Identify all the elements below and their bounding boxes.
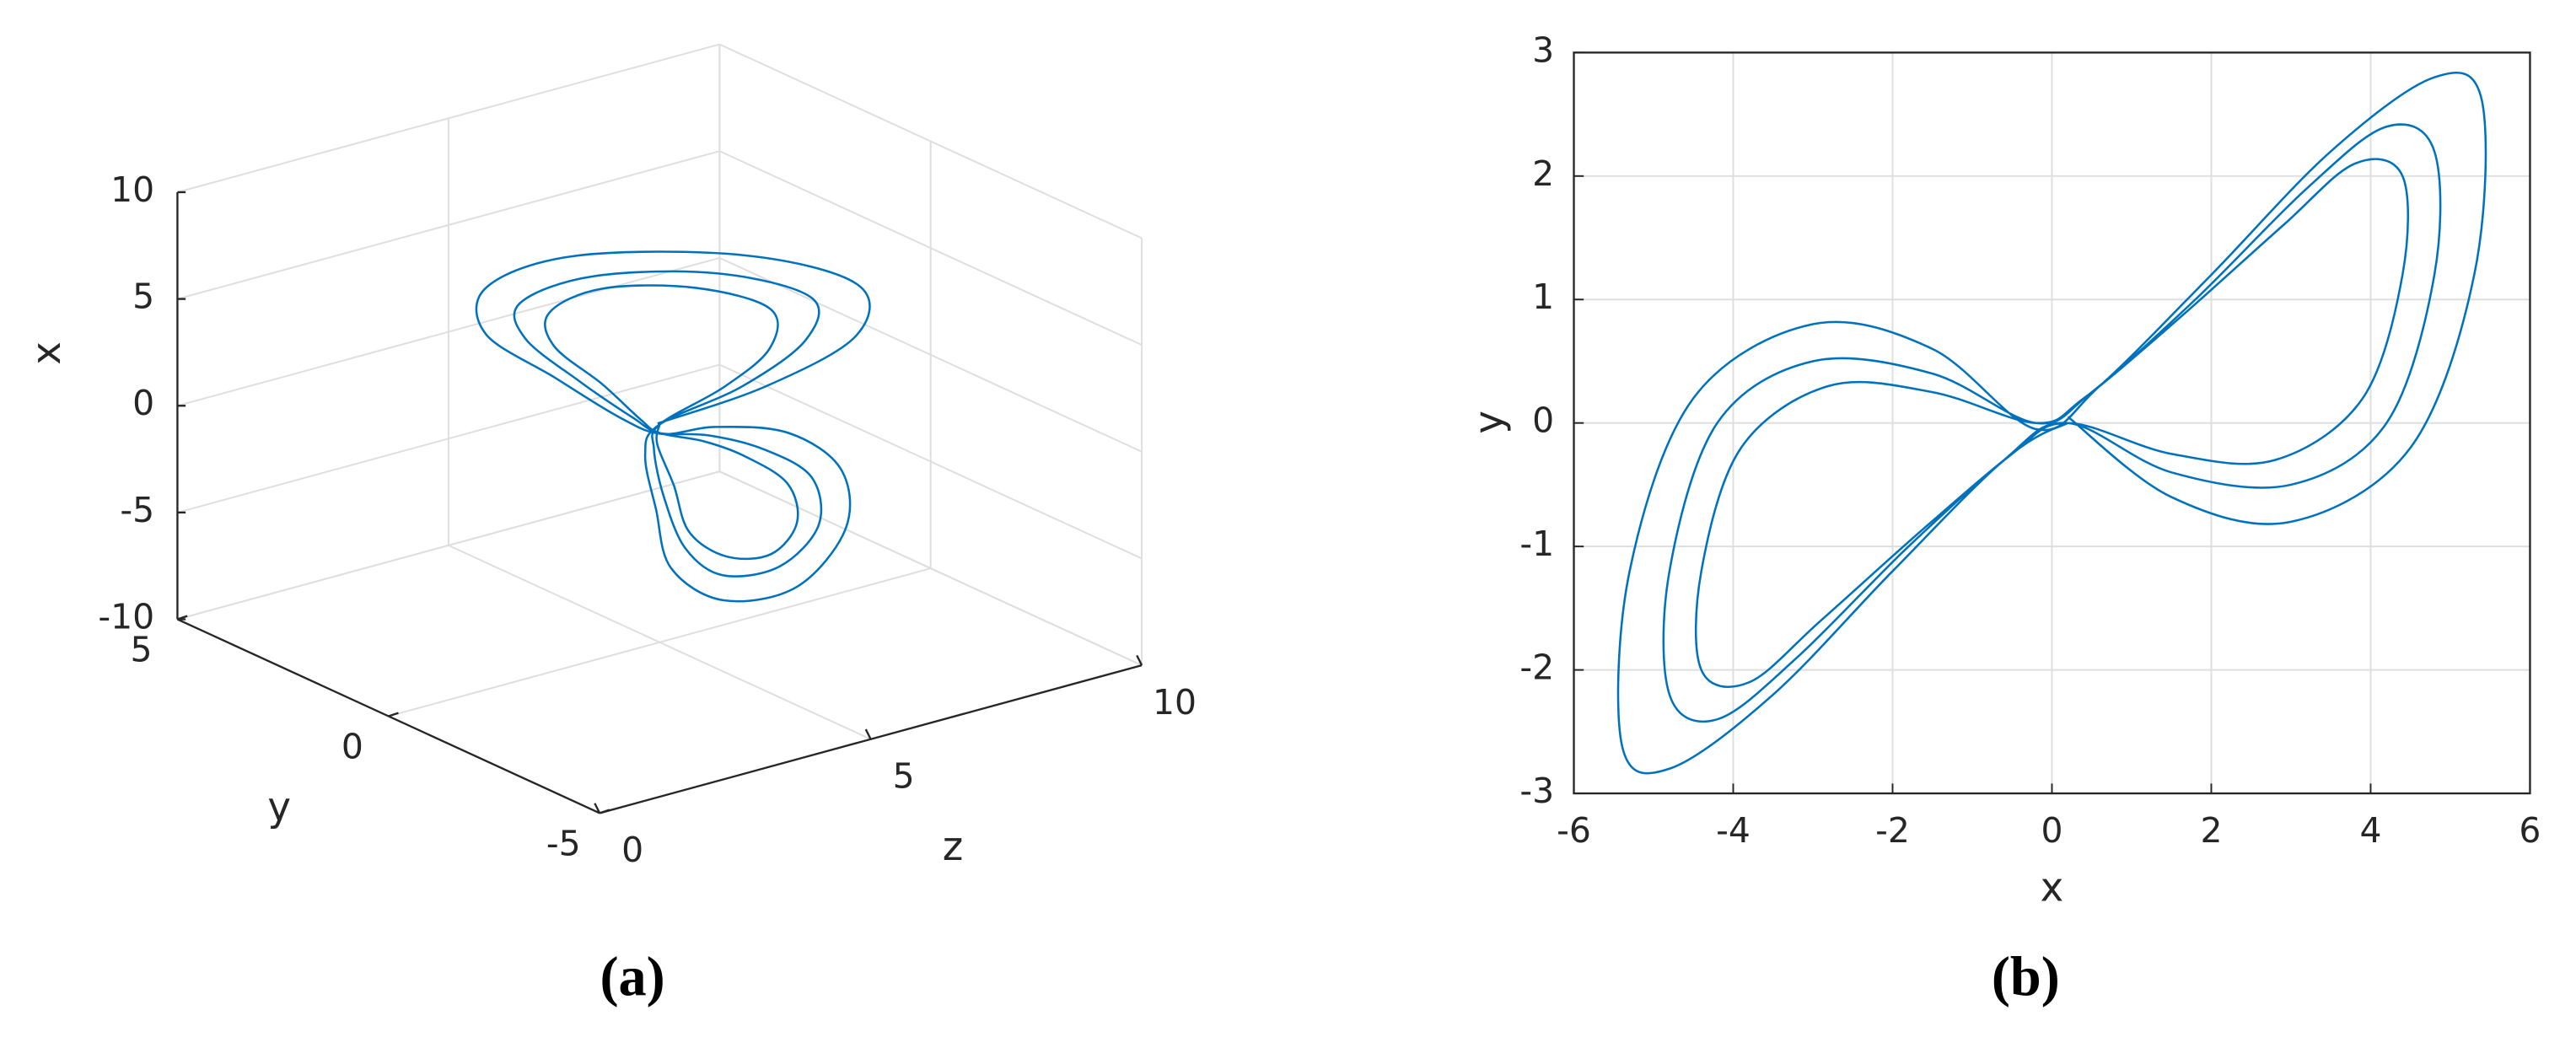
y-tick-label: 2 <box>1532 153 1554 194</box>
x-tick-label: 6 <box>2519 810 2541 851</box>
grid-line <box>448 544 872 740</box>
z-tick-label: 5 <box>893 756 915 797</box>
trajectory <box>475 250 871 603</box>
y-tick-label: 3 <box>1532 30 1554 70</box>
y-tick-label: -1 <box>1519 524 1554 564</box>
y-tick-label: 0 <box>1532 400 1554 441</box>
tick-mark <box>864 728 872 740</box>
tick-mark <box>388 712 399 717</box>
tick-mark <box>594 803 601 814</box>
y-tick-label: -3 <box>1519 771 1554 811</box>
y-tick-label: -2 <box>1519 647 1554 688</box>
y-tick-label: -5 <box>546 823 581 863</box>
x-tick-label: -10 <box>98 597 154 637</box>
x-tick-label: 0 <box>132 383 154 423</box>
tick-mark <box>1136 654 1143 666</box>
x-tick-label: 5 <box>132 277 154 317</box>
y-tick-label: 1 <box>1532 277 1554 317</box>
tick-mark <box>599 809 610 814</box>
trajectory <box>1616 72 2487 775</box>
x-tick-label: -4 <box>1716 810 1750 851</box>
x-tick-label: 2 <box>2200 810 2222 851</box>
z-tick-label: 0 <box>621 830 643 870</box>
caption: (a) <box>600 946 664 1007</box>
grid-line <box>718 470 1143 666</box>
x-tick-label: 0 <box>2041 810 2062 851</box>
y-axis-label: y <box>1467 411 1513 434</box>
x-tick-label: -2 <box>1875 810 1910 851</box>
z-tick-label: 10 <box>1153 682 1197 723</box>
caption: (b) <box>1992 946 2060 1007</box>
z-axis-label: z <box>943 825 964 870</box>
x-axis-label: x <box>24 341 70 365</box>
x-tick-label: -5 <box>120 490 154 530</box>
x-tick-label: 4 <box>2359 810 2381 851</box>
x-tick-label: -6 <box>1557 810 1591 851</box>
plot-frame <box>1573 51 2531 795</box>
y-tick-label: 5 <box>131 629 153 669</box>
y-axis-label: y <box>267 785 291 830</box>
tick-mark <box>177 615 188 621</box>
x-tick-label: 10 <box>110 169 154 210</box>
x-axis-label: x <box>2041 866 2064 911</box>
y-tick-label: 0 <box>341 726 363 766</box>
